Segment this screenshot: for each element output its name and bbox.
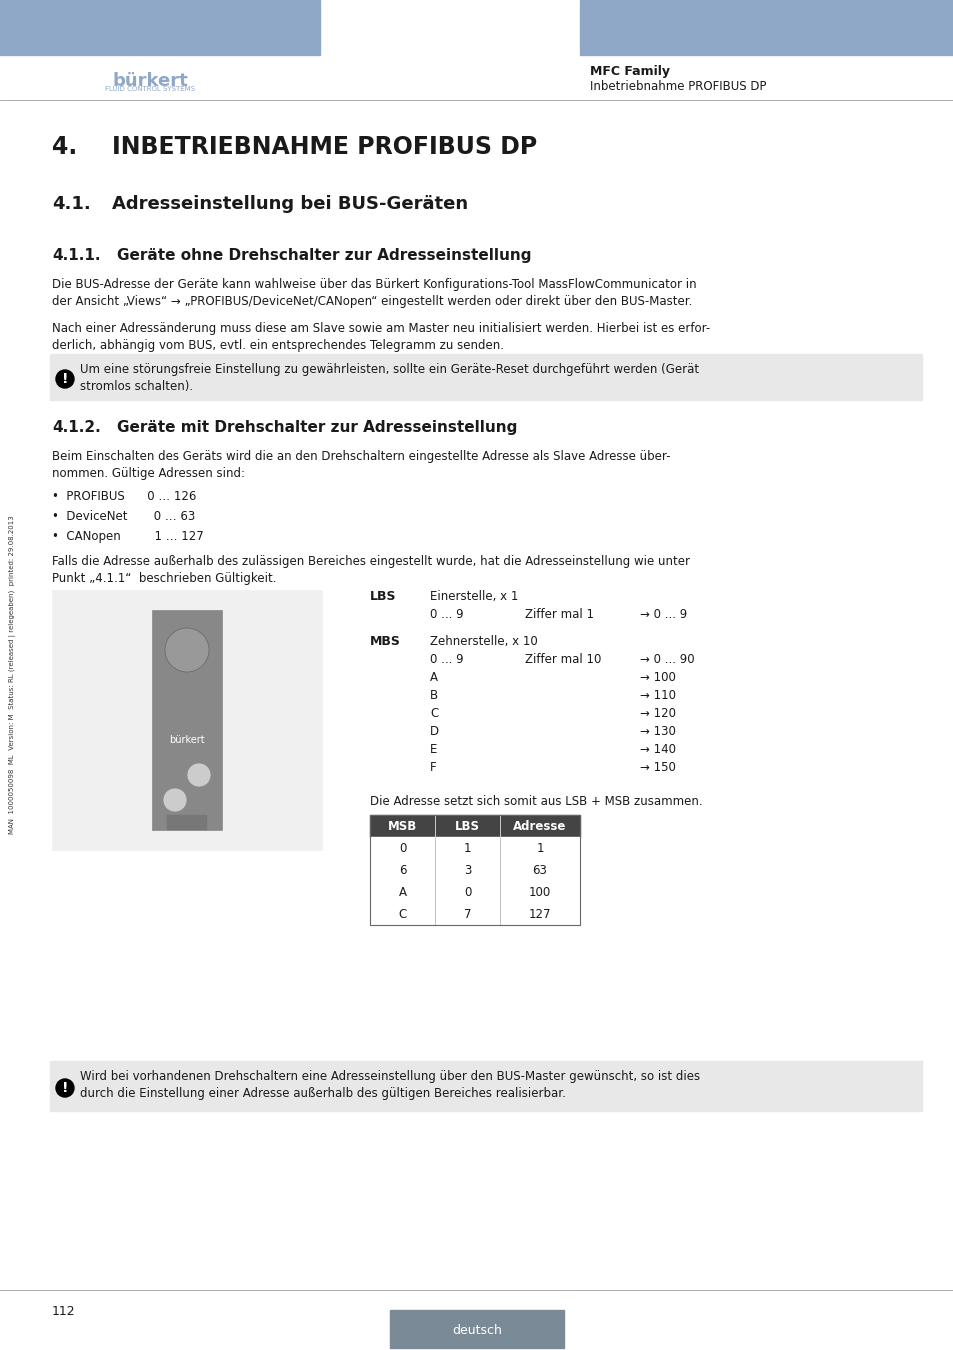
Bar	[370, 859, 579, 882]
Text: 63: 63	[532, 864, 547, 876]
Text: Zehnerstelle, x 10: Zehnerstelle, x 10	[430, 634, 537, 648]
Text: Inbetriebnahme PROFIBUS DP: Inbetriebnahme PROFIBUS DP	[589, 80, 765, 93]
Text: LBS: LBS	[370, 590, 396, 603]
Text: 0 ... 9: 0 ... 9	[430, 608, 463, 621]
Text: → 130: → 130	[639, 725, 675, 738]
Text: Beim Einschalten des Geräts wird die an den Drehschaltern eingestellte Adresse a: Beim Einschalten des Geräts wird die an …	[52, 450, 670, 481]
Text: A: A	[430, 671, 437, 684]
Text: → 0 ... 90: → 0 ... 90	[639, 653, 694, 666]
Text: 1: 1	[536, 841, 543, 855]
Bar	[390, 1310, 563, 1349]
Text: 7: 7	[463, 907, 471, 921]
Text: → 120: → 120	[639, 707, 676, 720]
Text: bürkert: bürkert	[112, 72, 188, 90]
Text: 127: 127	[528, 907, 551, 921]
Bar	[370, 903, 579, 925]
Bar	[167, 815, 207, 830]
Text: 4.1.2.: 4.1.2.	[52, 420, 101, 435]
Text: → 0 ... 9: → 0 ... 9	[639, 608, 686, 621]
Text: Einerstelle, x 1: Einerstelle, x 1	[430, 590, 517, 603]
Bar	[50, 354, 921, 400]
Circle shape	[187, 763, 211, 787]
Text: INBETRIEBNAHME PROFIBUS DP: INBETRIEBNAHME PROFIBUS DP	[112, 135, 537, 159]
Text: → 140: → 140	[639, 743, 676, 756]
Text: Ziffer mal 1: Ziffer mal 1	[524, 608, 594, 621]
Text: Die Adresse setzt sich somit aus LSB + MSB zusammen.: Die Adresse setzt sich somit aus LSB + M…	[370, 795, 702, 809]
Circle shape	[163, 788, 187, 811]
Text: 0 ... 9: 0 ... 9	[430, 653, 463, 666]
Text: Nach einer Adressänderung muss diese am Slave sowie am Master neu initialisiert : Nach einer Adressänderung muss diese am …	[52, 323, 709, 352]
Text: !: !	[62, 1081, 69, 1095]
Text: 4.: 4.	[52, 135, 77, 159]
Text: Geräte mit Drehschalter zur Adresseinstellung: Geräte mit Drehschalter zur Adresseinste…	[117, 420, 517, 435]
Text: Um eine störungsfreie Einstellung zu gewährleisten, sollte ein Geräte-Reset durc: Um eine störungsfreie Einstellung zu gew…	[80, 363, 699, 393]
Text: 0: 0	[463, 886, 471, 899]
Text: → 100: → 100	[639, 671, 675, 684]
Text: F: F	[430, 761, 436, 774]
Bar	[52, 590, 322, 850]
Text: 1: 1	[463, 841, 471, 855]
Text: B: B	[430, 688, 437, 702]
Text: D: D	[430, 725, 438, 738]
Text: MBS: MBS	[370, 634, 400, 648]
Text: •  CANopen         1 … 127: • CANopen 1 … 127	[52, 531, 204, 543]
Text: C: C	[430, 707, 437, 720]
Bar	[370, 815, 579, 837]
Text: Ziffer mal 10: Ziffer mal 10	[524, 653, 600, 666]
Bar	[50, 1061, 921, 1111]
Bar	[370, 882, 579, 903]
Text: Geräte ohne Drehschalter zur Adresseinstellung: Geräte ohne Drehschalter zur Adresseinst…	[117, 248, 531, 263]
Circle shape	[56, 370, 74, 387]
Text: 0: 0	[398, 841, 406, 855]
Text: FLUID CONTROL SYSTEMS: FLUID CONTROL SYSTEMS	[105, 86, 194, 92]
Text: •  PROFIBUS      0 … 126: • PROFIBUS 0 … 126	[52, 490, 196, 504]
Text: → 110: → 110	[639, 688, 676, 702]
Text: LBS: LBS	[455, 819, 479, 833]
Circle shape	[165, 628, 209, 672]
Circle shape	[56, 1079, 74, 1098]
Text: 112: 112	[52, 1305, 75, 1318]
Text: Wird bei vorhandenen Drehschaltern eine Adresseinstellung über den BUS-Master ge: Wird bei vorhandenen Drehschaltern eine …	[80, 1071, 700, 1100]
Bar	[370, 837, 579, 859]
Bar	[0, 0, 319, 55]
Text: MAN  1000050098  ML  Version: M  Status: RL (released | relegeaben)  printed: 29: MAN 1000050098 ML Version: M Status: RL …	[9, 516, 15, 834]
Text: A: A	[398, 886, 406, 899]
Text: → 150: → 150	[639, 761, 675, 774]
Text: !: !	[62, 373, 69, 386]
Text: MFC Family: MFC Family	[589, 65, 669, 78]
Text: 4.1.1.: 4.1.1.	[52, 248, 100, 263]
Text: Falls die Adresse außerhalb des zulässigen Bereiches eingestellt wurde, hat die : Falls die Adresse außerhalb des zulässig…	[52, 555, 689, 585]
Text: •  DeviceNet       0 … 63: • DeviceNet 0 … 63	[52, 510, 195, 522]
Text: 3: 3	[463, 864, 471, 876]
Bar	[152, 610, 222, 830]
Text: C: C	[398, 907, 406, 921]
Text: MSB: MSB	[388, 819, 416, 833]
Bar	[370, 815, 579, 925]
Text: 100: 100	[528, 886, 551, 899]
Text: Adresse: Adresse	[513, 819, 566, 833]
Text: Die BUS-Adresse der Geräte kann wahlweise über das Bürkert Konfigurations-Tool M: Die BUS-Adresse der Geräte kann wahlweis…	[52, 278, 696, 308]
Text: 4.1.: 4.1.	[52, 194, 91, 213]
Text: bürkert: bürkert	[169, 734, 205, 745]
Text: E: E	[430, 743, 436, 756]
Text: Adresseinstellung bei BUS-Geräten: Adresseinstellung bei BUS-Geräten	[112, 194, 468, 213]
Text: deutsch: deutsch	[452, 1324, 501, 1338]
Text: 6: 6	[398, 864, 406, 876]
Bar	[579, 0, 953, 55]
